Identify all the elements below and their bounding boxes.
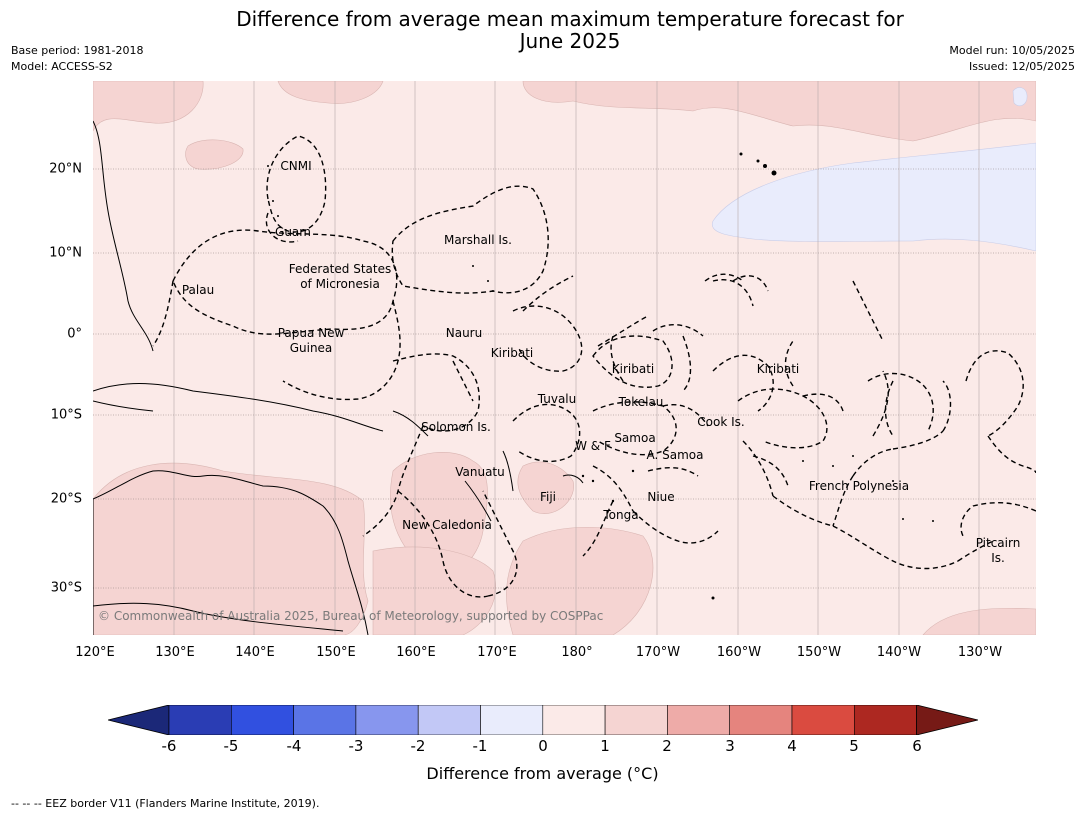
label-guam: Guam bbox=[275, 225, 311, 239]
label-niue: Niue bbox=[647, 490, 674, 504]
lat-gridlines bbox=[93, 168, 1036, 589]
colorbar bbox=[108, 705, 978, 735]
anomaly-negative-region bbox=[711, 142, 1036, 252]
label-tokelau: Tokelau bbox=[618, 395, 664, 409]
colorbar-tick-5: 5 bbox=[849, 737, 859, 755]
label-new-caledonia: New Caledonia bbox=[402, 518, 492, 532]
lat-label-30s: 30°S bbox=[50, 580, 82, 596]
label-kiribati-east: Kiribati bbox=[757, 362, 799, 376]
region-labels: CNMI Guam Marshall Is. Federated States … bbox=[182, 159, 1020, 565]
label-cook: Cook Is. bbox=[697, 415, 744, 429]
label-cnmi: CNMI bbox=[280, 159, 311, 173]
copyright-notice: © Commonwealth of Australia 2025, Bureau… bbox=[98, 609, 604, 623]
label-samoa: Samoa bbox=[614, 431, 655, 445]
label-french-polynesia: French Polynesia bbox=[809, 479, 909, 493]
colorbar-extend-low bbox=[108, 705, 170, 735]
label-pitcairn-line2: Is. bbox=[991, 551, 1005, 565]
label-solomon: Solomon Is. bbox=[421, 420, 491, 434]
lon-gridlines bbox=[173, 81, 980, 635]
colorbar-tick-n4: -4 bbox=[286, 737, 302, 755]
lon-label-170e: 170°E bbox=[477, 645, 517, 660]
meta-right: Model run: 10/05/2025 Issued: 12/05/2025 bbox=[949, 43, 1075, 75]
lat-label-10s: 10°S bbox=[50, 407, 82, 423]
colorbar-tick-n1: -1 bbox=[472, 737, 488, 755]
label-kiribati-central: Kiribati bbox=[612, 362, 654, 376]
colorbar-tick-n6: -6 bbox=[161, 737, 177, 755]
colorbar-tick-n2: -2 bbox=[410, 737, 426, 755]
lon-label-170w: 170°W bbox=[635, 645, 681, 660]
eez-footnote: -- -- -- EEZ border V11 (Flanders Marine… bbox=[11, 797, 320, 810]
label-wallis-futuna: W & F bbox=[575, 439, 611, 453]
lat-label-20s: 20°S bbox=[50, 491, 82, 507]
colorbar-segment-2_3 bbox=[667, 705, 731, 735]
lon-label-160e: 160°E bbox=[396, 645, 436, 660]
lon-label-140w: 140°W bbox=[876, 645, 922, 660]
lat-label-10n: 10°N bbox=[49, 245, 82, 261]
colorbar-segment-3_4 bbox=[729, 705, 793, 735]
label-marshall: Marshall Is. bbox=[444, 233, 512, 247]
lon-label-150e: 150°E bbox=[316, 645, 356, 660]
colorbar-segment-n4_n3 bbox=[293, 705, 357, 735]
lon-label-120e: 120°E bbox=[75, 645, 115, 660]
model-run: Model run: 10/05/2025 bbox=[949, 44, 1075, 57]
colorbar-segment-5_6 bbox=[853, 705, 917, 735]
colorbar-tick-2: 2 bbox=[662, 737, 672, 755]
label-png-line1: Papua New bbox=[278, 326, 345, 340]
colorbar-extend-high bbox=[916, 705, 978, 735]
label-fiji: Fiji bbox=[540, 490, 556, 504]
label-tuvalu: Tuvalu bbox=[537, 392, 577, 406]
label-american-samoa: A. Samoa bbox=[647, 448, 704, 462]
colorbar-segment-n5_n4 bbox=[231, 705, 294, 735]
colorbar-tick-6: 6 bbox=[912, 737, 922, 755]
label-tonga: Tonga bbox=[602, 508, 638, 522]
colorbar-segment-n1_0 bbox=[480, 705, 544, 735]
lon-label-160w: 160°W bbox=[716, 645, 762, 660]
colorbar-tick-3: 3 bbox=[725, 737, 735, 755]
title-line-1: Difference from average mean maximum tem… bbox=[236, 7, 904, 31]
colorbar-tick-4: 4 bbox=[787, 737, 797, 755]
lon-label-150w: 150°W bbox=[796, 645, 842, 660]
colorbar-tick-0: 0 bbox=[538, 737, 548, 755]
anomaly-1-2-regions bbox=[93, 81, 1036, 635]
colorbar-segment-n3_n2 bbox=[355, 705, 419, 735]
coastlines bbox=[93, 120, 584, 635]
colorbar-segment-1_2 bbox=[604, 705, 668, 735]
label-fsm-line2: of Micronesia bbox=[300, 277, 380, 291]
colorbar-segment-n2_n1 bbox=[417, 705, 481, 735]
base-period: Base period: 1981-2018 bbox=[11, 44, 144, 57]
lon-label-140e: 140°E bbox=[235, 645, 275, 660]
issued-date: Issued: 12/05/2025 bbox=[968, 60, 1075, 73]
label-vanuatu: Vanuatu bbox=[455, 465, 505, 479]
colorbar-title: Difference from average (°C) bbox=[426, 764, 659, 783]
title-line-2: June 2025 bbox=[519, 29, 621, 53]
label-kiribati-west: Kiribati bbox=[491, 346, 533, 360]
label-nauru: Nauru bbox=[446, 326, 482, 340]
colorbar-segment-0_1 bbox=[542, 705, 606, 735]
label-pitcairn-line1: Pitcairn bbox=[976, 536, 1021, 550]
chart-title: Difference from average mean maximum tem… bbox=[0, 8, 1085, 52]
island-dots bbox=[267, 152, 934, 600]
lon-label-180: 180° bbox=[561, 645, 593, 660]
label-png-line2: Guinea bbox=[290, 341, 333, 355]
meta-left: Base period: 1981-2018 Model: ACCESS-S2 bbox=[11, 43, 143, 75]
anomaly-negative-small bbox=[1012, 87, 1028, 107]
label-palau: Palau bbox=[182, 283, 214, 297]
lon-label-130w: 130°W bbox=[957, 645, 1003, 660]
colorbar-segment-4_5 bbox=[791, 705, 855, 735]
lat-label-0: 0° bbox=[67, 326, 82, 342]
colorbar-tick-1: 1 bbox=[600, 737, 610, 755]
lon-label-130e: 130°E bbox=[155, 645, 195, 660]
colorbar-tick-n5: -5 bbox=[223, 737, 239, 755]
forecast-map: CNMI Guam Marshall Is. Federated States … bbox=[93, 81, 1036, 635]
model-name: Model: ACCESS-S2 bbox=[11, 60, 113, 73]
eez-borders bbox=[152, 135, 1036, 598]
colorbar-segment-n6_n5 bbox=[168, 705, 232, 735]
colorbar-tick-n3: -3 bbox=[348, 737, 364, 755]
lat-label-20n: 20°N bbox=[49, 161, 82, 177]
label-fsm-line1: Federated States bbox=[289, 262, 391, 276]
